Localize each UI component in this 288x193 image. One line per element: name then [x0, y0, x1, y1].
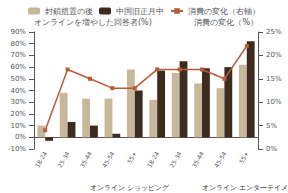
svg-text:10%: 10% — [266, 98, 282, 106]
svg-text:封鎖措置の後: 封鎖措置の後 — [45, 7, 93, 16]
svg-text:オンライン エンターテイメント: オンライン エンターテイメント — [202, 184, 288, 192]
svg-text:60%: 60% — [10, 63, 26, 71]
svg-text:15%: 15% — [266, 75, 282, 83]
svg-text:0%: 0% — [266, 145, 277, 153]
svg-text:35-44: 35-44 — [78, 150, 93, 169]
svg-text:オンラインを増やした回答者(%): オンラインを増やした回答者(%) — [34, 18, 152, 27]
svg-text:55+: 55+ — [125, 150, 137, 164]
svg-text:オンライン ショッピング: オンライン ショッピング — [90, 184, 170, 192]
svg-text:50%: 50% — [10, 75, 26, 83]
svg-text:55+: 55+ — [237, 150, 249, 164]
svg-text:80%: 80% — [10, 40, 26, 48]
svg-text:20%: 20% — [266, 51, 282, 59]
svg-text:20%: 20% — [10, 110, 26, 118]
svg-text:70%: 70% — [10, 51, 26, 59]
svg-text:45-54: 45-54 — [213, 150, 228, 169]
svg-text:10%: 10% — [10, 122, 26, 130]
svg-text:90%: 90% — [10, 28, 26, 36]
svg-text:消費の変化（%）: 消費の変化（%） — [194, 18, 258, 27]
svg-text:25-34: 25-34 — [56, 150, 71, 169]
svg-text:25-34: 25-34 — [168, 150, 183, 169]
svg-text:0%: 0% — [15, 133, 26, 141]
svg-text:18-24: 18-24 — [145, 150, 160, 169]
svg-text:45-54: 45-54 — [101, 150, 116, 169]
svg-text:消費の変化（右軸）: 消費の変化（右軸） — [188, 7, 260, 16]
svg-text:25%: 25% — [266, 28, 282, 36]
svg-text:30%: 30% — [10, 98, 26, 106]
svg-text:35-44: 35-44 — [190, 150, 205, 169]
svg-text:中国旧正月中: 中国旧正月中 — [116, 7, 164, 16]
svg-text:-10%: -10% — [8, 145, 26, 153]
svg-text:40%: 40% — [10, 87, 26, 95]
svg-text:18-24: 18-24 — [33, 150, 48, 169]
svg-text:5%: 5% — [266, 122, 277, 130]
